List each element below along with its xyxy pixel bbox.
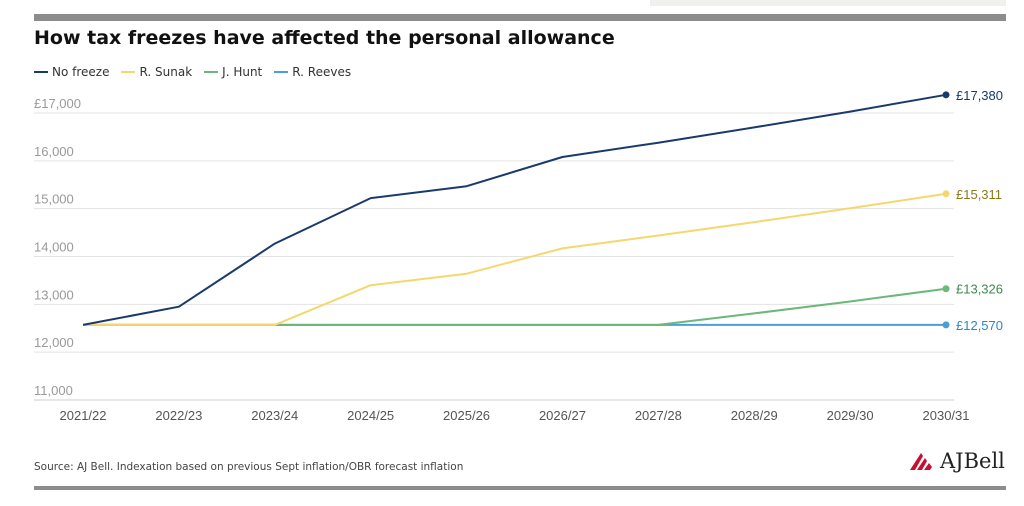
- legend-label: J. Hunt: [222, 65, 263, 79]
- bottom-rule: [34, 486, 1006, 490]
- legend-item-sunak: R. Sunak: [121, 65, 192, 79]
- y-tick-label: 11,000: [34, 383, 73, 398]
- series-end-point: [942, 190, 950, 198]
- legend-item-reeves: R. Reeves: [274, 65, 351, 79]
- chart-title: How tax freezes have affected the person…: [34, 27, 615, 49]
- x-tick-label: 2030/31: [923, 408, 970, 423]
- y-tick-label: 14,000: [34, 240, 74, 255]
- series-end-label: £13,326: [956, 282, 1003, 297]
- x-tick-label: 2025/26: [443, 408, 490, 423]
- legend-label: R. Sunak: [139, 65, 193, 79]
- logo-text: AJBell: [940, 449, 1005, 473]
- y-tick-label: 13,000: [34, 287, 74, 302]
- series-end-point: [942, 321, 950, 329]
- x-tick-label: 2022/23: [155, 408, 202, 423]
- series-line: [83, 287, 947, 326]
- source-note: Source: AJ Bell. Indexation based on pre…: [34, 461, 464, 473]
- legend-swatch: [121, 71, 136, 73]
- legend-swatch: [34, 71, 48, 73]
- y-tick-label: 12,000: [34, 335, 74, 350]
- series-line: [82, 93, 947, 326]
- x-tick-label: 2023/24: [251, 408, 298, 423]
- top-rule: [34, 14, 1006, 21]
- x-tick-label: 2026/27: [539, 408, 586, 423]
- aj-bell-logo: AJBell: [908, 449, 1005, 473]
- x-tick-label: 2021/22: [60, 408, 107, 423]
- legend: No freeze R. Sunak J. Hunt R. Reeves: [34, 65, 351, 79]
- series-end-point: [942, 91, 950, 99]
- series-end-label: £12,570: [956, 318, 1003, 333]
- legend-item-hunt: J. Hunt: [204, 65, 262, 79]
- top-panel: [650, 0, 1006, 6]
- x-tick-label: 2029/30: [827, 408, 874, 423]
- legend-label: No freeze: [52, 65, 110, 79]
- x-tick-label: 2028/29: [731, 408, 778, 423]
- logo-mark-icon: [910, 453, 932, 470]
- x-tick-label: 2024/25: [347, 408, 394, 423]
- x-tick-label: 2027/28: [635, 408, 682, 423]
- series-line: [83, 192, 947, 326]
- series-end-label: £17,380: [956, 88, 1003, 103]
- legend-swatch: [274, 71, 289, 73]
- y-tick-label: £17,000: [34, 96, 81, 111]
- y-tick-label: 16,000: [34, 144, 74, 159]
- series-end-label: £15,311: [956, 187, 1002, 202]
- series-end-point: [942, 285, 950, 293]
- legend-item-no-freeze: No freeze: [34, 65, 109, 79]
- y-tick-label: 15,000: [34, 192, 74, 207]
- legend-swatch: [204, 71, 219, 73]
- legend-label: R. Reeves: [292, 65, 352, 79]
